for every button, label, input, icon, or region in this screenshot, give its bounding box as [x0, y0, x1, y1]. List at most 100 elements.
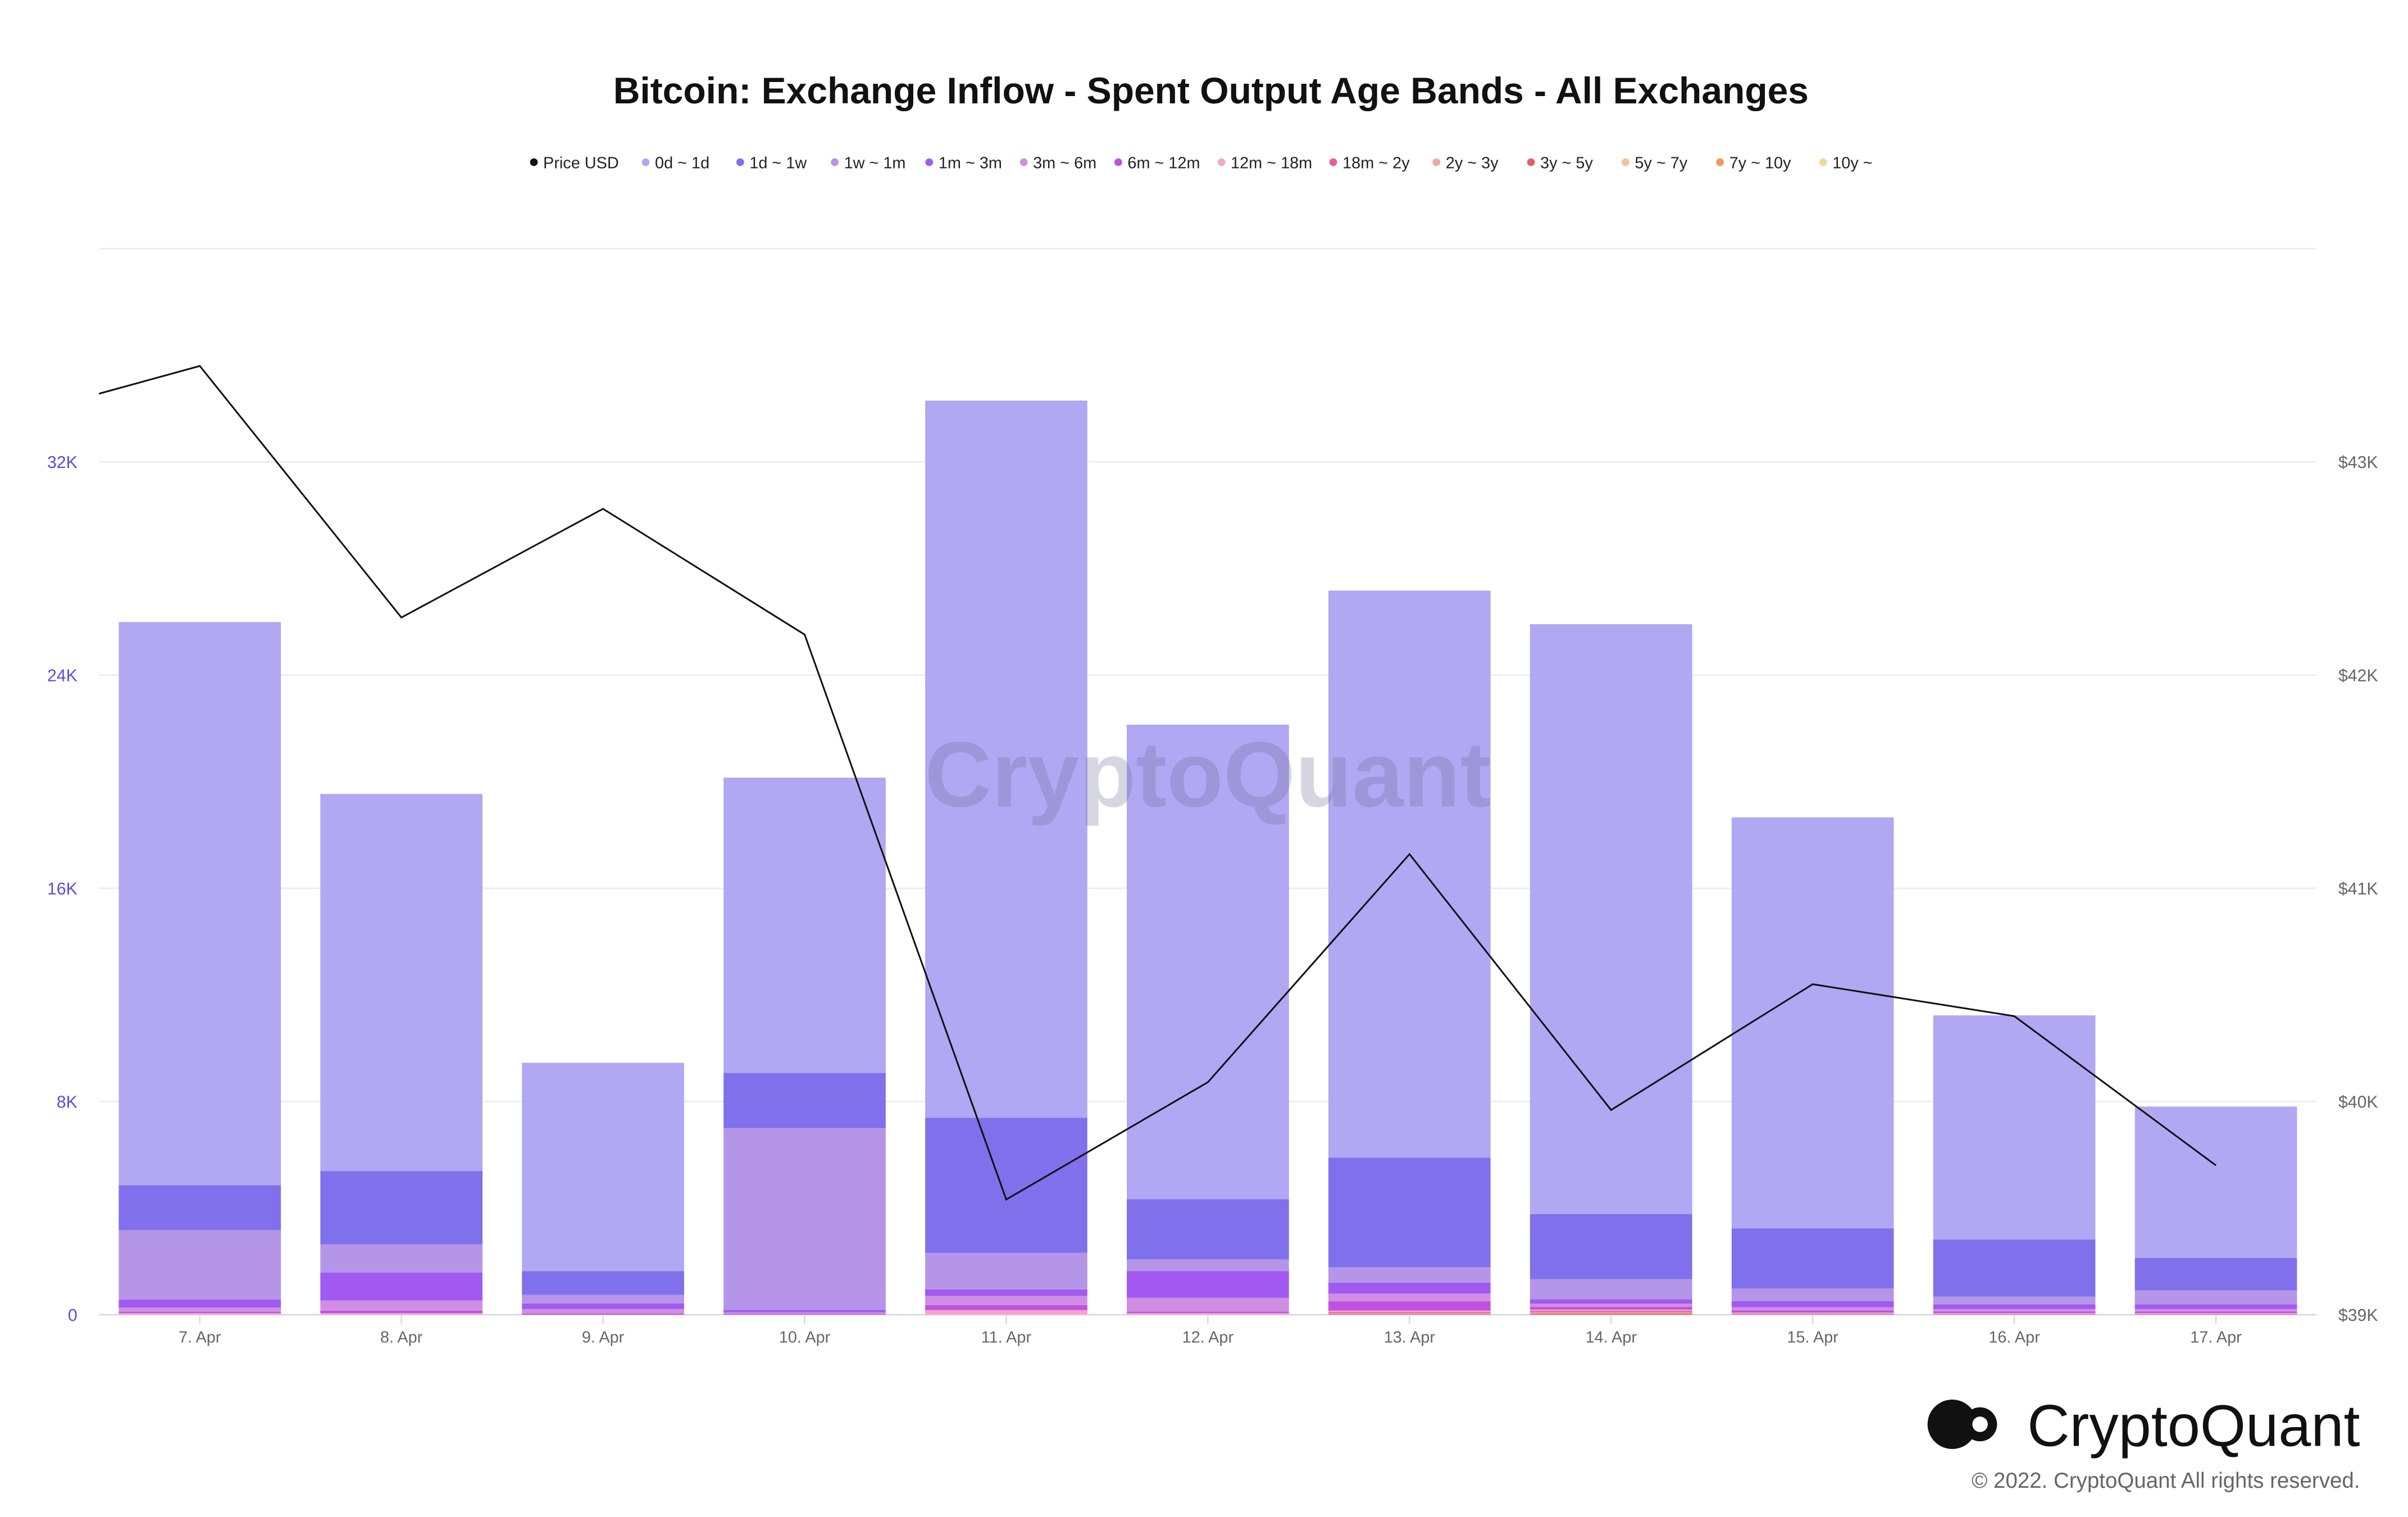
legend-item[interactable]: 3m ~ 6m	[1019, 155, 1096, 172]
bar-segment	[1530, 1214, 1692, 1279]
bar-segment	[522, 1271, 684, 1295]
bar-segment	[119, 1311, 281, 1313]
legend-marker-icon	[1019, 158, 1028, 166]
legend-item[interactable]: 7y ~ 10y	[1716, 155, 1791, 172]
bar-segment	[320, 1171, 482, 1245]
legend-item[interactable]: 2y ~ 3y	[1432, 155, 1499, 172]
bar-segment	[1127, 1312, 1289, 1315]
bar-segment	[119, 1185, 281, 1230]
legend-label: 1w ~ 1m	[844, 155, 906, 172]
price-line	[99, 365, 2216, 1201]
bar-segment	[1328, 1282, 1491, 1294]
bar-segment	[925, 1252, 1087, 1289]
bar-segment	[2134, 1309, 2297, 1312]
bar-segment	[320, 1244, 482, 1273]
legend-marker-icon	[736, 158, 744, 166]
legend-item[interactable]: 5y ~ 7y	[1621, 155, 1688, 172]
legend-marker-icon	[530, 158, 538, 166]
bar-segment	[119, 622, 281, 1186]
x-tick-label: 14. Apr	[1586, 1328, 1637, 1346]
legend-label: 18m ~ 2y	[1342, 155, 1410, 172]
legend-label: 1d ~ 1w	[749, 155, 807, 172]
x-tick-label: 13. Apr	[1384, 1328, 1436, 1346]
price-series-line	[99, 365, 2216, 1201]
logo-icon	[1927, 1400, 1977, 1450]
bar-segment	[2134, 1312, 2297, 1314]
bar-segment	[320, 1300, 482, 1311]
bar-segment	[320, 1272, 482, 1301]
legend-label: 3y ~ 5y	[1540, 155, 1593, 172]
x-tick-label: 8. Apr	[380, 1328, 423, 1346]
bar-segment	[1328, 1157, 1491, 1268]
bar-segment	[2134, 1311, 2297, 1313]
legend-item[interactable]: 6m ~ 12m	[1114, 155, 1200, 172]
bar-segment	[119, 1307, 281, 1312]
bar-segment	[1530, 1311, 1692, 1312]
legend-marker-icon	[1217, 158, 1226, 166]
bar-segment	[1933, 1304, 2096, 1309]
bar-segment	[925, 1296, 1087, 1305]
legend-item[interactable]: 1w ~ 1m	[831, 155, 905, 172]
bar-segment	[1328, 1301, 1491, 1311]
bar-segment	[1731, 1228, 1894, 1289]
legend-item[interactable]: 1m ~ 3m	[925, 155, 1002, 172]
bar-segment	[925, 1289, 1087, 1296]
legend-item[interactable]: 1d ~ 1w	[736, 155, 807, 172]
x-tick-label: 11. Apr	[981, 1328, 1032, 1346]
price-point	[401, 617, 402, 618]
legend-label: 1m ~ 3m	[939, 155, 1002, 172]
legend-item[interactable]: Price USD	[530, 155, 619, 172]
legend-marker-icon	[1716, 158, 1724, 166]
bar-segment	[522, 1309, 684, 1314]
x-tick-label: 10. Apr	[779, 1328, 831, 1346]
bar-segment	[1731, 1312, 1894, 1314]
bar-segment	[1530, 1299, 1692, 1304]
x-tick-label: 9. Apr	[582, 1328, 625, 1346]
y2-tick-label: $40K	[2338, 1093, 2378, 1111]
bar-segment	[522, 1313, 684, 1315]
legend-label: 2y ~ 3y	[1446, 155, 1499, 172]
bar-segment	[1328, 1314, 1491, 1315]
y2-tick-label: $42K	[2338, 667, 2378, 685]
bar-segment	[1530, 1279, 1692, 1300]
x-tick-label: 16. Apr	[1988, 1328, 2040, 1346]
bar-segment	[925, 1118, 1087, 1253]
bar-segment	[2134, 1304, 2297, 1309]
bar-segment	[1530, 1303, 1692, 1307]
legend-item[interactable]: 12m ~ 18m	[1217, 155, 1313, 172]
legend-marker-icon	[1819, 158, 1827, 166]
bar-segment	[723, 1073, 886, 1128]
bar-segment	[723, 1128, 886, 1310]
brand-logo: CryptoQuant	[1927, 1393, 2360, 1459]
bar-segment	[1933, 1309, 2096, 1312]
legend-marker-icon	[925, 158, 934, 166]
bar-segment	[1328, 1313, 1491, 1314]
bar-segment	[320, 1310, 482, 1313]
legend-item[interactable]: 3y ~ 5y	[1527, 155, 1594, 172]
bar-segment	[1933, 1312, 2096, 1314]
y-tick-label: 8K	[57, 1093, 78, 1111]
bar-segment	[2134, 1257, 2297, 1291]
x-tick-label: 12. Apr	[1182, 1328, 1234, 1346]
y2-tick-label: $39K	[2338, 1306, 2378, 1325]
bar-segment	[1731, 1307, 1894, 1311]
bar-segment	[1127, 1297, 1289, 1312]
legend-marker-icon	[831, 158, 839, 166]
brand-name: CryptoQuant	[2027, 1393, 2360, 1459]
bar-segment	[1328, 591, 1491, 1158]
y-tick-label: 0	[68, 1306, 78, 1325]
axes: 0 8K 16K 24K 32K $39K $40K $41K $42K $43K 7. Apr 8.…	[47, 453, 2378, 1346]
bar-segment	[1933, 1314, 2096, 1315]
bar-segment	[1530, 1309, 1692, 1311]
legend-marker-icon	[1329, 158, 1337, 166]
legend-item[interactable]: 0d ~ 1d	[641, 155, 709, 172]
legend-item[interactable]: 18m ~ 2y	[1329, 155, 1410, 172]
bar-segment	[2134, 1314, 2297, 1315]
legend-item[interactable]: 10y ~	[1819, 155, 1873, 172]
legend-label: 6m ~ 12m	[1127, 155, 1200, 172]
bar-segment	[2134, 1106, 2297, 1258]
x-tick-label: 17. Apr	[2190, 1328, 2242, 1346]
bar-segment	[925, 1310, 1087, 1315]
bar-segment	[1933, 1239, 2096, 1297]
